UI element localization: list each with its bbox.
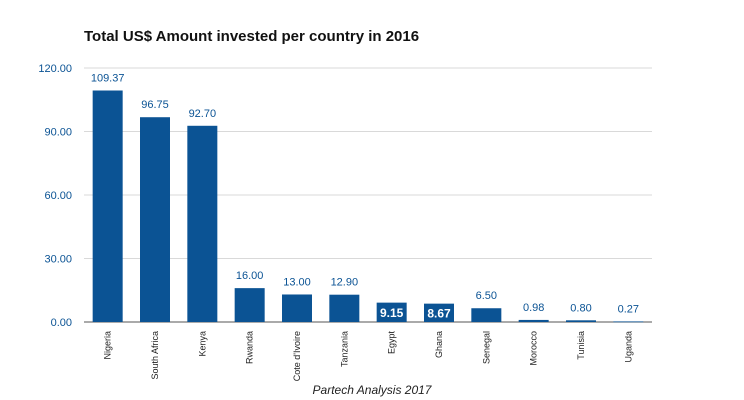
data-label: 16.00 (236, 270, 264, 282)
x-axis-ticks: Nigeria South Africa Kenya Rwanda Cote d'Ivo… (103, 331, 634, 382)
data-label: 0.80 (570, 302, 591, 314)
y-tick-label: 30.00 (44, 254, 72, 266)
x-tick-label: Tunisia (576, 331, 586, 360)
x-tick-label: South Africa (150, 331, 160, 380)
y-tick-label: 0.00 (51, 317, 72, 329)
x-tick-label: Morocco (529, 331, 539, 366)
bar (613, 321, 644, 323)
y-tick-label: 90.00 (44, 127, 72, 139)
chart-source-note: Partech Analysis 2017 (312, 383, 432, 397)
bar (518, 319, 549, 322)
data-label: 13.00 (283, 276, 311, 288)
bar (424, 303, 454, 322)
bar (234, 288, 265, 322)
chart-title: Total US$ Amount invested per country in… (84, 28, 420, 45)
bar (92, 90, 123, 322)
y-tick-label: 60.00 (44, 190, 72, 202)
data-label: 92.70 (189, 108, 217, 120)
bar (187, 125, 218, 322)
data-label: 0.98 (523, 302, 544, 314)
bar (471, 308, 502, 322)
bar (282, 294, 312, 322)
data-label: 8.67 (427, 306, 451, 320)
x-tick-label: Tanzania (339, 331, 349, 367)
x-tick-label: Kenya (197, 331, 207, 357)
x-tick-label: Egypt (387, 331, 397, 355)
x-tick-label: Rwanda (245, 331, 255, 364)
data-label: 109.37 (91, 73, 125, 85)
bar (140, 117, 170, 323)
bar (329, 294, 360, 322)
gridlines (84, 67, 652, 323)
bars (92, 90, 644, 323)
bar (566, 320, 596, 322)
x-tick-label: Ghana (434, 331, 444, 358)
data-label: 12.90 (331, 277, 359, 289)
data-label: 0.27 (618, 303, 639, 315)
y-axis-ticks: 0.00 30.00 60.00 90.00 120.00 (38, 63, 72, 329)
x-tick-label: Uganda (623, 331, 633, 363)
bar (376, 302, 407, 322)
data-label: 6.50 (476, 290, 497, 302)
x-tick-label: Nigeria (103, 331, 113, 360)
x-tick-label: Cote d'Ivoire (292, 331, 302, 381)
x-tick-label: Senegal (481, 331, 491, 364)
y-tick-label: 120.00 (38, 63, 72, 75)
data-label: 96.75 (141, 99, 169, 111)
data-label: 9.15 (380, 306, 404, 320)
data-labels: 109.37 96.75 92.70 16.00 13.00 12.90 9.15 8.67 6… (91, 73, 639, 321)
